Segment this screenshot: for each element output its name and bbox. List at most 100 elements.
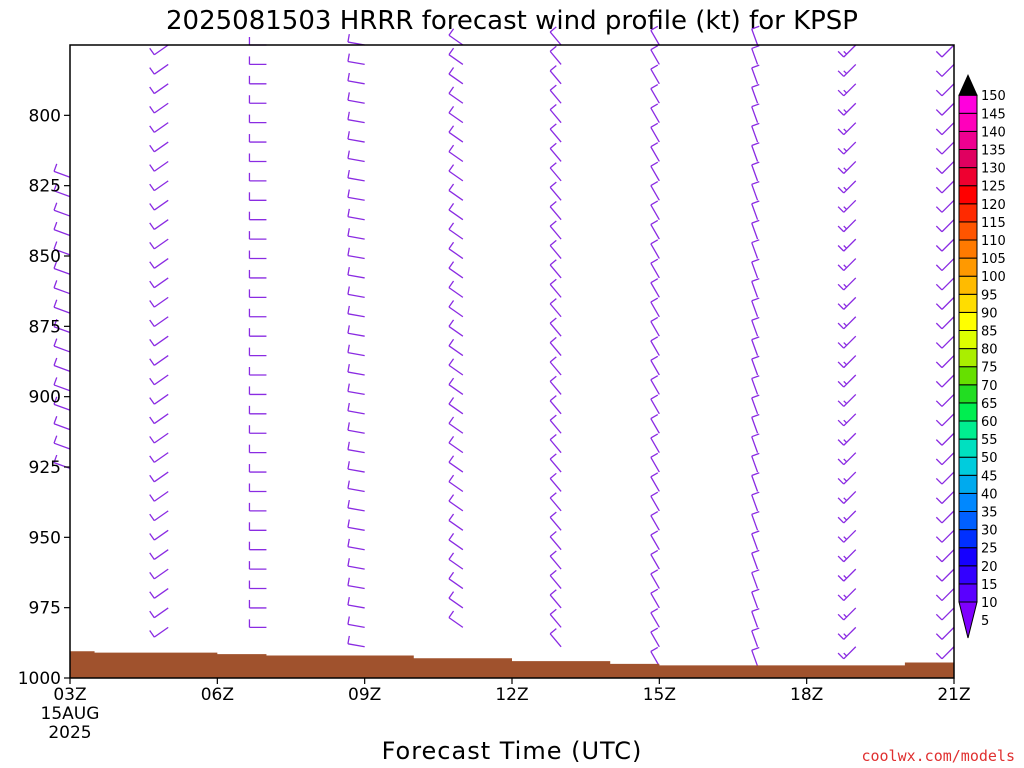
wind-barb — [650, 627, 660, 648]
wind-barb — [347, 577, 365, 590]
wind-barb — [935, 277, 955, 291]
wind-barb — [347, 441, 365, 454]
wind-barb — [935, 646, 955, 660]
wind-barb — [837, 432, 857, 446]
wind-barb — [935, 626, 955, 640]
colorbar-label: 20 — [981, 560, 998, 575]
wind-barb — [650, 83, 660, 104]
colorbar-label: 30 — [981, 524, 998, 539]
x-tick-label: 09Z — [348, 685, 381, 705]
wind-barb — [935, 568, 955, 582]
wind-barb — [347, 519, 365, 531]
wind-barb — [248, 599, 267, 609]
wind-barb — [751, 433, 760, 453]
wind-barb — [448, 261, 464, 279]
y-tick-label: 900 — [29, 388, 61, 408]
wind-barb — [837, 277, 857, 291]
y-tick-label: 925 — [29, 458, 61, 478]
wind-barb — [935, 374, 955, 388]
wind-barb — [549, 569, 562, 589]
wind-barb — [650, 491, 660, 512]
wind-barb — [448, 183, 464, 201]
wind-barb — [149, 141, 169, 153]
colorbar-label: 80 — [981, 343, 998, 358]
wind-barb — [448, 241, 464, 260]
colorbar-label: 85 — [981, 325, 998, 340]
wind-barb — [650, 278, 660, 298]
wind-barb — [751, 161, 760, 182]
wind-barb — [149, 102, 169, 114]
wind-barb — [149, 277, 169, 289]
wind-barb — [248, 172, 267, 182]
wind-barb — [650, 297, 660, 318]
wind-barb — [448, 280, 464, 298]
wind-barb — [549, 317, 562, 337]
colorbar-swatch — [958, 257, 978, 277]
wind-barb — [248, 386, 267, 396]
wind-barb — [650, 646, 660, 667]
wind-barb — [53, 416, 71, 431]
wind-barb — [650, 316, 660, 337]
colorbar-swatch — [958, 348, 978, 368]
wind-barb — [650, 472, 660, 492]
wind-barb — [837, 161, 857, 174]
wind-barb — [751, 530, 760, 550]
colorbar-swatch — [958, 384, 978, 404]
wind-barb — [347, 325, 365, 337]
wind-barb — [347, 344, 365, 357]
wind-barb — [549, 298, 562, 318]
credit-text: coolwx.com/models — [861, 747, 1015, 765]
wind-barb — [837, 393, 857, 407]
wind-barb — [448, 397, 464, 415]
wind-barb — [549, 472, 562, 492]
wind-barb — [935, 258, 955, 272]
wind-barb — [448, 47, 464, 65]
wind-barb — [549, 123, 562, 143]
wind-barb — [549, 589, 562, 609]
wind-barb — [149, 549, 169, 560]
colorbar-swatch — [958, 239, 978, 259]
wind-barb — [650, 122, 660, 143]
wind-barb — [248, 619, 267, 629]
wind-barb — [347, 616, 365, 629]
wind-barb — [650, 511, 660, 531]
wind-barb — [935, 180, 955, 194]
wind-barb — [347, 538, 365, 551]
colorbar-label: 135 — [981, 144, 1006, 159]
wind-barb — [935, 161, 955, 174]
wind-barb — [935, 393, 955, 407]
wind-barb — [448, 300, 464, 318]
wind-barb — [935, 588, 955, 602]
wind-barb — [347, 150, 365, 163]
x-tick-label: 21Z — [937, 685, 970, 705]
wind-barb — [53, 202, 71, 217]
wind-barb — [448, 435, 464, 454]
x-start-date-year: 2025 — [48, 723, 91, 743]
wind-barb — [248, 541, 267, 551]
wind-barb — [650, 549, 660, 570]
wind-barb — [751, 646, 760, 667]
wind-barb — [751, 452, 760, 473]
wind-barb — [650, 452, 660, 473]
colorbar-swatch — [958, 547, 978, 567]
colorbar-label: 145 — [981, 107, 1006, 122]
wind-barb — [448, 338, 464, 357]
wind-barb — [751, 83, 760, 104]
wind-barb — [53, 299, 71, 314]
wind-barb — [935, 529, 955, 543]
wind-barb — [347, 597, 365, 609]
wind-barb — [751, 413, 760, 434]
wind-barb — [935, 219, 955, 233]
x-start-date-day: 15AUG — [41, 704, 100, 724]
wind-barb — [53, 221, 71, 237]
wind-barb — [650, 588, 660, 609]
wind-barb — [248, 211, 267, 221]
colorbar-label: 95 — [981, 288, 998, 303]
wind-barb — [549, 433, 562, 454]
colorbar-label: 115 — [981, 216, 1006, 231]
colorbar-label: 55 — [981, 433, 998, 448]
wind-barb — [935, 141, 955, 155]
wind-barb — [751, 627, 760, 647]
wind-barb — [448, 144, 464, 163]
wind-barb — [935, 316, 955, 330]
